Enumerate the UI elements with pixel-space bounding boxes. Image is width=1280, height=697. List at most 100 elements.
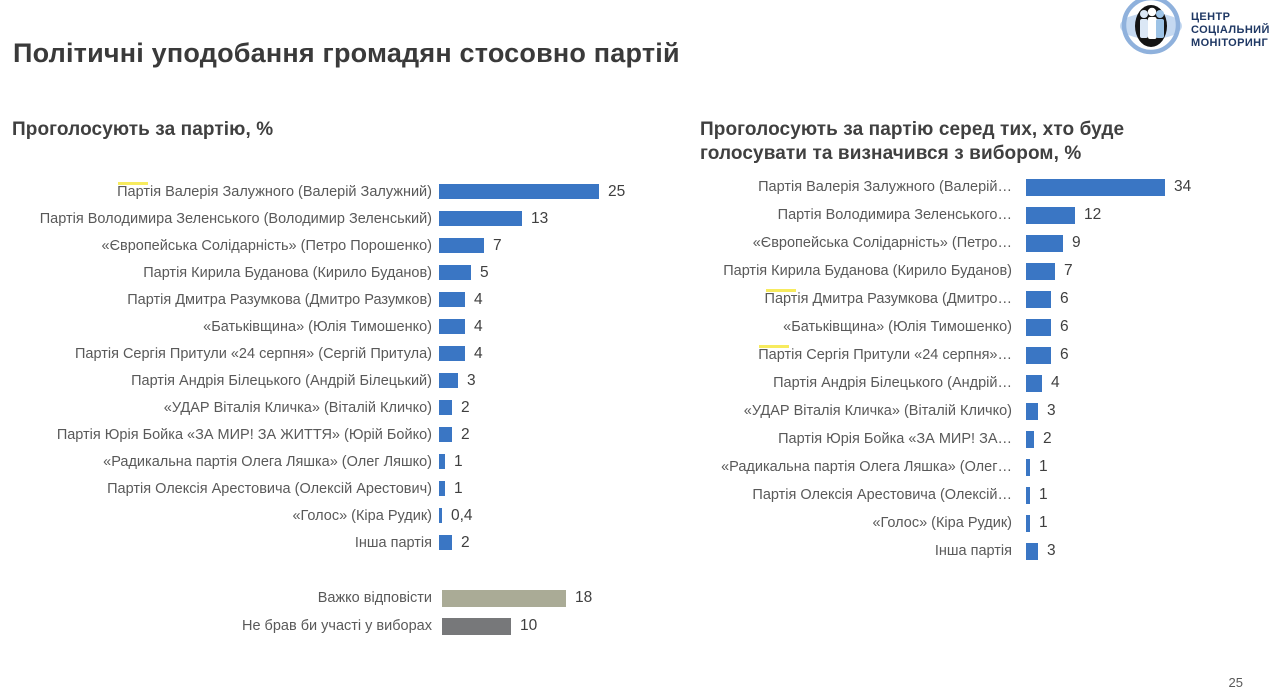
org-name-line2: СОЦІАЛЬНИЙ xyxy=(1191,24,1270,36)
category-label: Партія Юрія Бойка «ЗА МИР! ЗА… xyxy=(778,431,1012,447)
org-name-line1: ЦЕНТР xyxy=(1191,11,1231,23)
bar xyxy=(1026,542,1038,560)
bar xyxy=(1026,486,1030,504)
page-number: 25 xyxy=(1228,675,1243,690)
category-label-cell: «УДАР Віталія Кличка» (Віталій Кличко) xyxy=(700,402,1020,420)
value-label: 6 xyxy=(1060,290,1069,307)
value-label: 7 xyxy=(493,236,502,254)
category-label-cell: Партія Валерія Залужного (Валерій… xyxy=(700,178,1020,196)
category-label-cell: «Голос» (Кіра Рудик) xyxy=(12,507,439,525)
value-label: 25 xyxy=(608,182,626,200)
people-circle-icon xyxy=(1118,0,1184,63)
category-label: «Батьківщина» (Юлія Тимошенко) xyxy=(783,319,1012,335)
category-label: Партія Андрія Білецького (Андрій… xyxy=(773,375,1012,391)
chart-row: Не брав би участі у виборах 10 xyxy=(12,612,660,640)
category-label: «Європейська Солідарність» (Петро Пороше… xyxy=(101,237,433,254)
bar xyxy=(442,617,511,635)
chart-row: Партія Сергія Притули «24 серпня» (Сергі… xyxy=(12,340,660,367)
value-label: 4 xyxy=(474,290,483,308)
bar xyxy=(439,319,465,334)
category-label-cell: Інша партія xyxy=(700,542,1020,560)
category-label-cell: «Голос» (Кіра Рудик) xyxy=(700,514,1020,532)
category-label: Важко відповісти xyxy=(317,590,432,606)
chart-row: Партія Володимира Зеленського (Володимир… xyxy=(12,205,660,232)
chart-all-respondents: Проголосують за партію, % Партія Валерія… xyxy=(12,118,660,640)
category-label-cell: Партія Дмитра Разумкова (Дмитро… xyxy=(700,289,1020,308)
value-label: 18 xyxy=(575,589,593,606)
bar xyxy=(1026,374,1042,392)
bar xyxy=(1026,290,1051,308)
category-label-cell: Партія Олексія Арестовича (Олексій Арест… xyxy=(12,480,439,498)
value-label: 4 xyxy=(1051,374,1060,391)
category-label: Партія Олексія Арестовича (Олексій… xyxy=(752,487,1012,503)
category-label-cell: Партія Юрія Бойка «ЗА МИР! ЗА… xyxy=(700,430,1020,448)
chart-row: Партія Сергія Притули «24 серпня»… 6 xyxy=(700,341,1280,369)
category-label-cell: Партія Андрія Білецького (Андрій… xyxy=(700,374,1020,392)
bar xyxy=(439,454,445,469)
value-label: 2 xyxy=(1043,430,1052,447)
bar xyxy=(1026,430,1034,448)
category-label-cell: «Батьківщина» (Юлія Тимошенко) xyxy=(12,318,439,336)
category-label-cell: «Радикальна партія Олега Ляшка» (Олег Ля… xyxy=(12,453,439,471)
bar-rows-right: Партія Валерія Залужного (Валерій… 34 Парт… xyxy=(700,173,1280,565)
value-label: 0,4 xyxy=(451,506,473,524)
category-label-cell: «Європейська Солідарність» (Петро… xyxy=(700,234,1020,252)
value-label: 9 xyxy=(1072,234,1081,251)
category-label-cell: «Батьківщина» (Юлія Тимошенко) xyxy=(700,318,1020,336)
category-label: Партія Валерія Залужного (Валерій Залужн… xyxy=(117,181,432,200)
category-label-cell: Партія Андрія Білецького (Андрій Білецьк… xyxy=(12,372,439,390)
chart-row: Важко відповісти 18 xyxy=(12,584,660,612)
category-label: Партія Кирила Буданова (Кирило Буданов) xyxy=(723,263,1012,279)
bar xyxy=(1026,262,1055,280)
bar xyxy=(439,508,442,523)
chart-row: Партія Олексія Арестовича (Олексій Арест… xyxy=(12,475,660,502)
category-label-cell: Не брав би участі у виборах xyxy=(12,617,439,635)
category-label-cell: «Європейська Солідарність» (Петро Пороше… xyxy=(12,237,439,255)
chart-row: Партія Олексія Арестовича (Олексій… 1 xyxy=(700,481,1280,509)
chart-row: «Батьківщина» (Юлія Тимошенко) 6 xyxy=(700,313,1280,341)
value-label: 3 xyxy=(1047,402,1056,419)
bar xyxy=(439,238,484,253)
category-label: «Голос» (Кіра Рудик) xyxy=(292,507,432,524)
bar xyxy=(1026,402,1038,420)
chart-row: «Батьківщина» (Юлія Тимошенко) 4 xyxy=(12,313,660,340)
value-label: 1 xyxy=(454,479,463,497)
bar xyxy=(1026,346,1051,364)
bar xyxy=(1026,458,1030,476)
chart-row: «УДАР Віталія Кличка» (Віталій Кличко) 3 xyxy=(700,397,1280,425)
value-label: 12 xyxy=(1084,206,1102,223)
bar xyxy=(439,535,452,550)
category-label: Не брав би участі у виборах xyxy=(241,618,432,634)
value-label: 1 xyxy=(1039,514,1048,531)
chart-row: «Радикальна партія Олега Ляшка» (Олег Ля… xyxy=(12,448,660,475)
value-label: 1 xyxy=(454,452,463,470)
value-label: 3 xyxy=(1047,542,1056,559)
category-label-cell: Партія Дмитра Разумкова (Дмитро Разумков… xyxy=(12,291,439,309)
category-label-cell: Інша партія xyxy=(12,534,439,552)
chart-row: Партія Кирила Буданова (Кирило Буданов) 5 xyxy=(12,259,660,286)
chart-title-right: Проголосують за партію серед тих, хто бу… xyxy=(700,119,1125,164)
bar xyxy=(1026,318,1051,336)
value-label: 4 xyxy=(474,317,483,335)
category-label: Партія Кирила Буданова (Кирило Буданов) xyxy=(143,264,432,281)
value-label: 13 xyxy=(531,209,549,227)
chart-title-left: Проголосують за партію, % xyxy=(12,119,274,140)
org-logo: ЦЕНТР СОЦІАЛЬНИЙ МОНІТОРИНГ xyxy=(1118,0,1270,63)
category-label-cell: Партія Володимира Зеленського… xyxy=(700,206,1020,224)
category-label-cell: «Радикальна партія Олега Ляшка» (Олег… xyxy=(700,458,1020,476)
chart-row: Партія Дмитра Разумкова (Дмитро Разумков… xyxy=(12,286,660,313)
bar xyxy=(1026,234,1063,252)
chart-row: Партія Валерія Залужного (Валерій Залужн… xyxy=(12,178,660,205)
category-label-cell: Партія Сергія Притули «24 серпня»… xyxy=(700,345,1020,364)
chart-row: Інша партія 3 xyxy=(700,537,1280,565)
bar-rows-left: Партія Валерія Залужного (Валерій Залужн… xyxy=(12,178,660,556)
category-label: Інша партія xyxy=(934,543,1012,559)
value-label: 34 xyxy=(1174,178,1192,195)
bar xyxy=(1026,178,1165,196)
chart-row: «Радикальна партія Олега Ляшка» (Олег… 1 xyxy=(700,453,1280,481)
chart-row: Партія Кирила Буданова (Кирило Буданов) 7 xyxy=(700,257,1280,285)
chart-row: Інша партія 2 xyxy=(12,529,660,556)
value-label: 6 xyxy=(1060,318,1069,335)
chart-row: «Голос» (Кіра Рудик) 1 xyxy=(700,509,1280,537)
